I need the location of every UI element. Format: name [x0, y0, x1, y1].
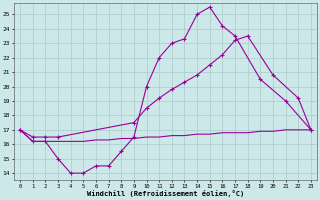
X-axis label: Windchill (Refroidissement éolien,°C): Windchill (Refroidissement éolien,°C) [87, 190, 244, 197]
